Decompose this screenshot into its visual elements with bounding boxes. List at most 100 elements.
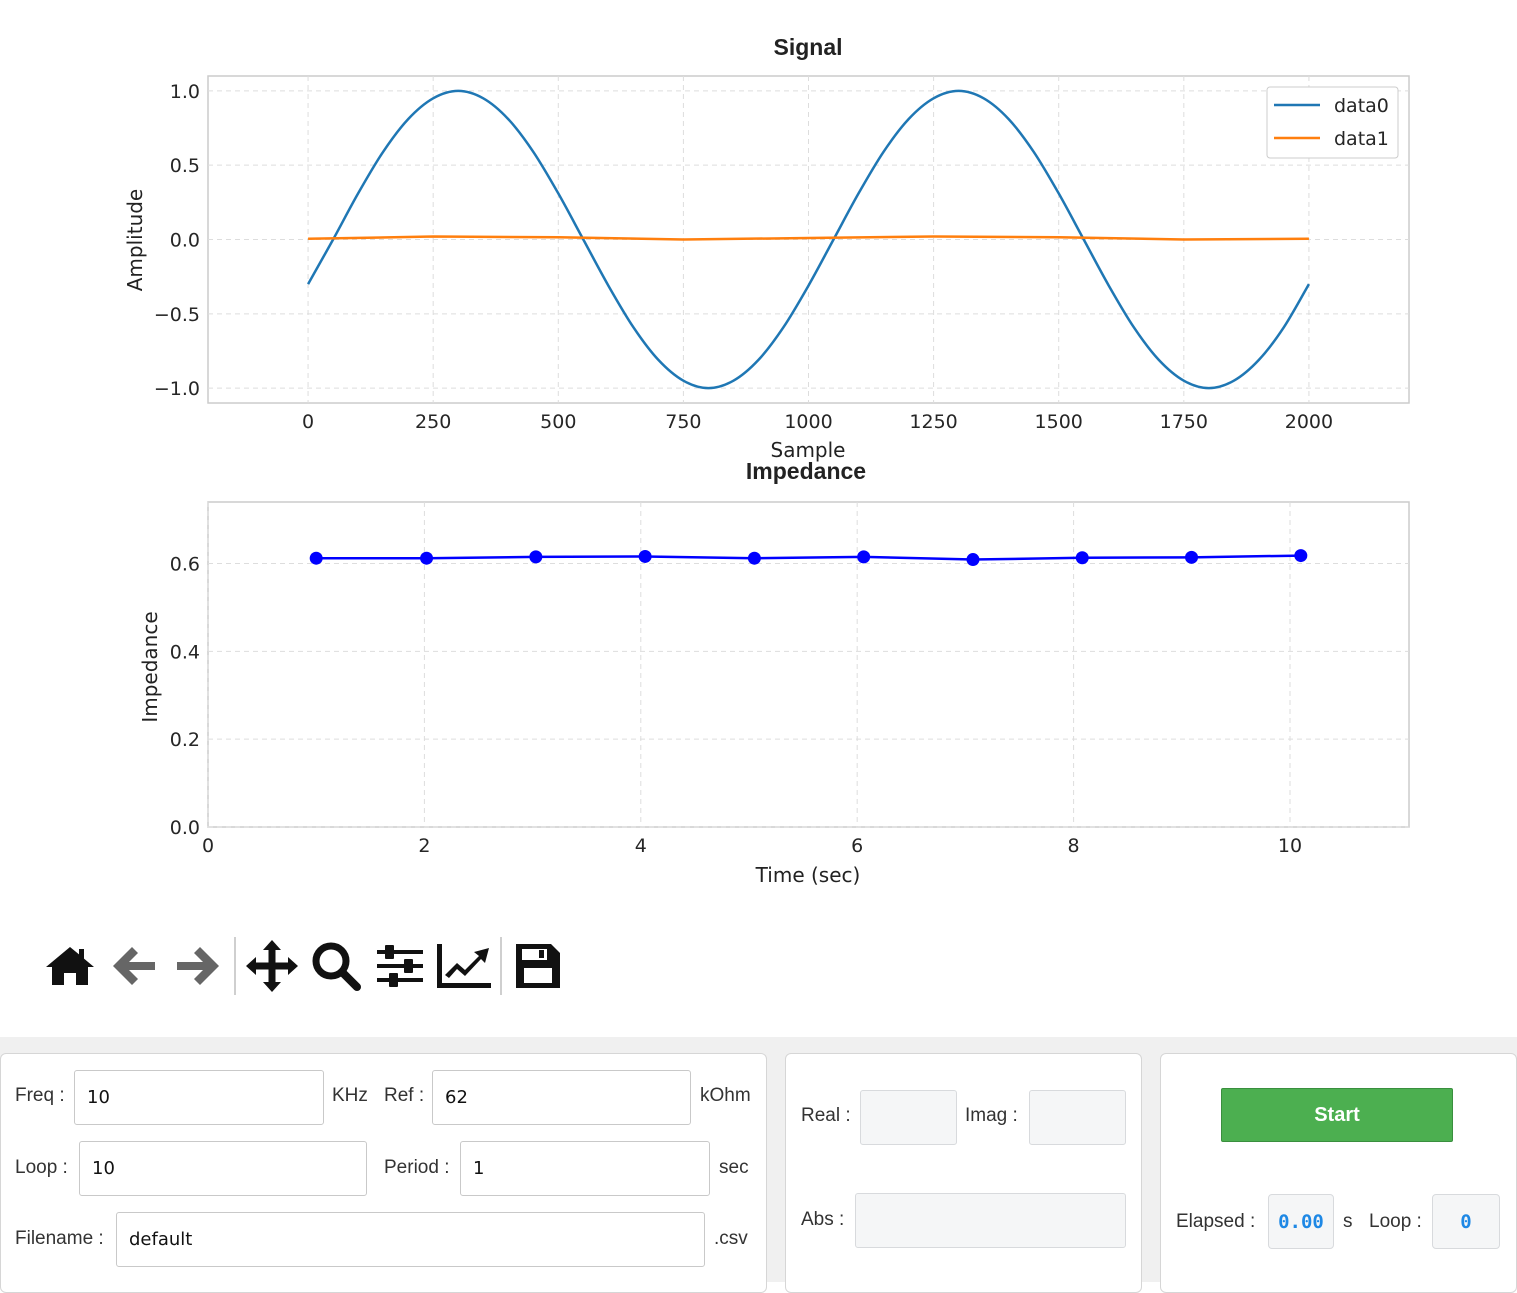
signal-lines	[306, 89, 1311, 390]
x-tick-label: 10	[1278, 835, 1302, 857]
signal-y-ticks: −1.0 −0.5 0.0 0.5 1.0	[154, 81, 200, 400]
x-tick-label: 4	[635, 835, 647, 857]
imag-label: Imag :	[965, 1105, 1018, 1126]
data-point	[747, 551, 761, 565]
data-point	[1294, 549, 1308, 563]
home-button[interactable]	[38, 934, 102, 998]
y-tick-label: 0.6	[170, 553, 200, 575]
start-button[interactable]: Start	[1221, 1088, 1453, 1142]
y-tick-label: 0.0	[170, 817, 200, 839]
filename-extension: .csv	[714, 1228, 748, 1249]
real-value-field[interactable]	[860, 1090, 957, 1145]
home-icon	[46, 947, 94, 985]
y-tick-label: 1.0	[170, 81, 200, 103]
impedance-chart: 0 2 4 6 8 10 0.0 0.2 0.4 0.6 Impedance Time (sec…	[138, 458, 1410, 887]
configure-subplots-icon	[377, 945, 423, 987]
y-tick-label: −0.5	[154, 304, 200, 326]
x-tick-label: 1500	[1035, 411, 1083, 433]
series-line-data1	[308, 235, 1309, 241]
forward-button[interactable]	[166, 934, 230, 998]
data-point	[309, 551, 323, 565]
loop-count-label: Loop :	[1369, 1211, 1422, 1232]
x-tick-label: 1250	[909, 411, 957, 433]
data-point	[857, 550, 871, 564]
ref-label: Ref :	[384, 1085, 425, 1106]
period-unit: sec	[719, 1157, 749, 1178]
results-group	[785, 1053, 1142, 1293]
charts-figure: 0 250 500 750 1000 1250 1500 1750 2000 −1.0 −0.5 0…	[123, 34, 1410, 887]
toolbar-separator	[500, 937, 502, 995]
x-tick-label: 0	[202, 835, 214, 857]
data-point	[1185, 550, 1199, 564]
signal-title: Signal	[773, 34, 842, 60]
real-label: Real :	[801, 1105, 851, 1126]
save-icon	[516, 944, 560, 988]
period-label: Period :	[384, 1157, 450, 1178]
pan-icon	[246, 940, 298, 992]
data-point	[529, 550, 543, 564]
forward-arrow-icon	[177, 947, 219, 985]
x-tick-label: 1000	[784, 411, 832, 433]
y-tick-label: 0.2	[170, 729, 200, 751]
data-point	[638, 549, 652, 563]
signal-chart: 0 250 500 750 1000 1250 1500 1750 2000 −1.0 −0.5 0…	[123, 34, 1410, 462]
edit-axes-button[interactable]	[432, 934, 496, 998]
elapsed-unit: s	[1343, 1211, 1353, 1232]
x-tick-label: 8	[1068, 835, 1080, 857]
save-button[interactable]	[506, 934, 570, 998]
filename-input[interactable]	[116, 1212, 705, 1267]
back-arrow-icon	[113, 947, 155, 985]
impedance-lines	[309, 549, 1308, 567]
legend-label-data0: data0	[1334, 95, 1389, 117]
elapsed-label: Elapsed :	[1176, 1211, 1256, 1232]
signal-x-ticks: 0 250 500 750 1000 1250 1500 1750 2000	[302, 411, 1333, 433]
x-tick-label: 500	[540, 411, 576, 433]
back-button[interactable]	[102, 934, 166, 998]
ref-input[interactable]	[432, 1070, 691, 1125]
impedance-y-axis-label: Impedance	[138, 611, 162, 722]
loop-count-value: 0	[1432, 1194, 1500, 1249]
y-tick-label: 0.4	[170, 641, 200, 663]
x-tick-label: 250	[415, 411, 451, 433]
loop-input[interactable]	[79, 1141, 367, 1196]
x-tick-label: 6	[851, 835, 863, 857]
imag-value-field[interactable]	[1029, 1090, 1126, 1145]
configure-subplots-button[interactable]	[368, 934, 432, 998]
loop-label: Loop :	[15, 1157, 68, 1178]
period-input[interactable]	[460, 1141, 710, 1196]
filename-label: Filename :	[15, 1228, 104, 1249]
impedance-title: Impedance	[746, 458, 866, 484]
elapsed-value: 0.00	[1268, 1194, 1334, 1249]
impedance-plot-frame	[207, 501, 1410, 828]
ref-unit: kOhm	[700, 1085, 751, 1106]
freq-input[interactable]	[74, 1070, 324, 1125]
zoom-icon	[312, 942, 361, 991]
signal-y-axis-label: Amplitude	[123, 189, 147, 292]
series-line-data0	[306, 89, 1311, 390]
impedance-x-axis-label: Time (sec)	[755, 863, 861, 887]
edit-axes-icon	[437, 944, 491, 988]
freq-label: Freq :	[15, 1085, 65, 1106]
impedance-x-ticks: 0 2 4 6 8 10	[202, 835, 1302, 857]
plot-canvas: 0 250 500 750 1000 1250 1500 1750 2000 −1.0 −0.5 0…	[123, 34, 1410, 887]
x-tick-label: 2000	[1285, 411, 1333, 433]
x-tick-label: 0	[302, 411, 314, 433]
freq-unit: KHz	[332, 1085, 368, 1106]
x-tick-label: 1750	[1160, 411, 1208, 433]
legend-label-data1: data1	[1334, 128, 1389, 150]
x-tick-label: 2	[418, 835, 430, 857]
zoom-button[interactable]	[304, 934, 368, 998]
impedance-y-ticks: 0.0 0.2 0.4 0.6	[170, 553, 200, 839]
pan-button[interactable]	[240, 934, 304, 998]
signal-x-axis-label: Sample	[771, 438, 846, 462]
abs-value-field[interactable]	[855, 1193, 1126, 1248]
data-point	[420, 551, 434, 565]
abs-label: Abs :	[801, 1209, 845, 1230]
x-tick-label: 750	[665, 411, 701, 433]
data-point	[966, 553, 980, 567]
y-tick-label: 0.0	[170, 230, 200, 252]
series-line	[316, 554, 1301, 561]
navigation-toolbar	[38, 934, 570, 998]
y-tick-label: 0.5	[170, 155, 200, 177]
data-point	[1075, 551, 1089, 565]
